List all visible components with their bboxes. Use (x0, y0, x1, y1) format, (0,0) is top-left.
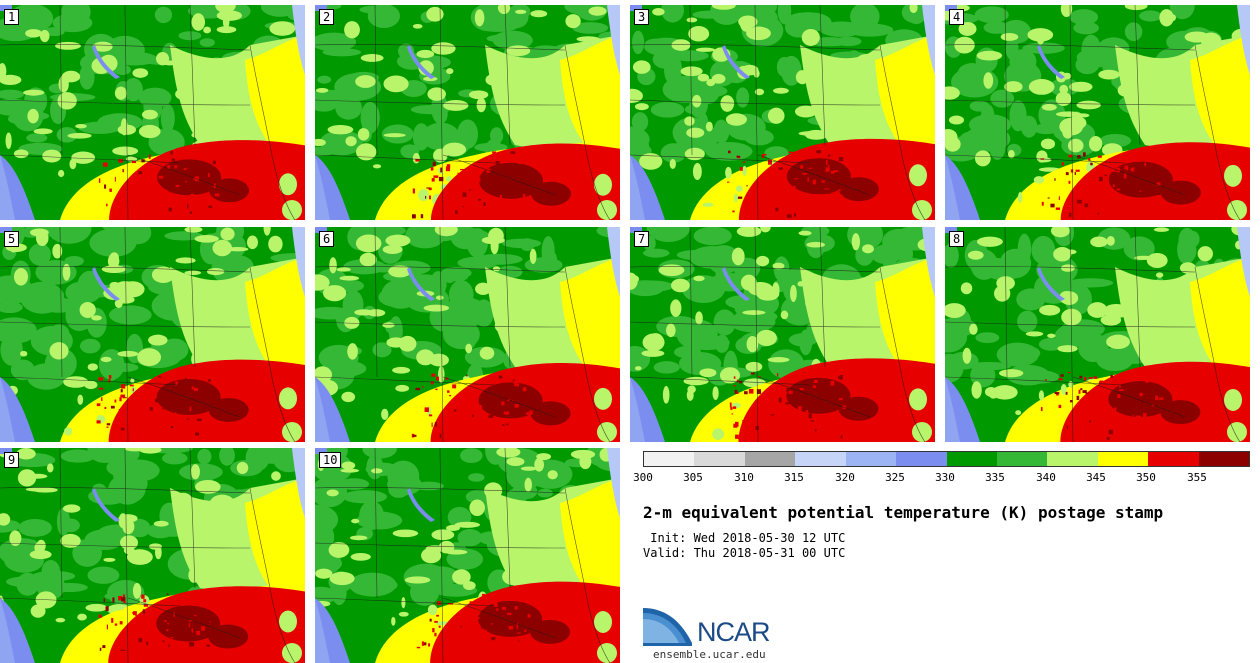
colorbar-segment (694, 452, 745, 466)
member-label: 10 (319, 452, 342, 468)
colorbar-tick: 335 (985, 471, 1005, 484)
colorbar-segment (744, 452, 796, 466)
member-label: 6 (319, 231, 335, 247)
colorbar-segment (996, 452, 1048, 466)
member-panel-7[interactable]: 7 (630, 227, 935, 442)
member-label: 5 (4, 231, 20, 247)
member-label: 7 (634, 231, 650, 247)
colorbar-segment (644, 452, 695, 466)
colorbar-segment (1148, 452, 1199, 466)
colorbar-tick: 300 (633, 471, 653, 484)
member-panel-10[interactable]: 10 (315, 448, 620, 663)
colorbar-segment (946, 452, 997, 466)
colorbar-tick: 340 (1036, 471, 1056, 484)
colorbar-segment (1047, 452, 1098, 466)
colorbar-segment (845, 452, 897, 466)
logo-url: ensemble.ucar.edu (653, 648, 766, 661)
ncar-logo-icon (643, 608, 692, 646)
colorbar-segment (795, 452, 846, 466)
member-panel-8[interactable]: 8 (945, 227, 1250, 442)
colorbar-tick: 345 (1086, 471, 1106, 484)
member-label: 1 (4, 9, 20, 25)
member-panel-2[interactable]: 2 (315, 5, 620, 220)
colorbar-tick: 350 (1136, 471, 1156, 484)
colorbar-tick: 355 (1187, 471, 1207, 484)
colorbar-tick: 310 (734, 471, 754, 484)
member-label: 4 (949, 9, 965, 25)
member-panel-1[interactable]: 1 (0, 5, 305, 220)
logo-wordmark: NCAR (697, 617, 771, 647)
member-label: 2 (319, 9, 335, 25)
member-panel-3[interactable]: 3 (630, 5, 935, 220)
colorbar-segment (1097, 452, 1149, 466)
colorbar-segment (896, 452, 947, 466)
colorbar-segment (1198, 452, 1250, 466)
member-panel-4[interactable]: 4 (945, 5, 1250, 220)
init-time: Init: Wed 2018-05-30 12 UTC (643, 531, 846, 545)
colorbar-tick: 330 (935, 471, 955, 484)
figure-title: 2-m equivalent potential temperature (K)… (643, 503, 1164, 522)
member-panel-6[interactable]: 6 (315, 227, 620, 442)
colorbar-tick: 325 (885, 471, 905, 484)
colorbar-tick: 305 (683, 471, 703, 484)
member-label: 9 (4, 452, 20, 468)
colorbar-tick: 315 (784, 471, 804, 484)
colorbar (643, 451, 1250, 467)
colorbar-tick: 320 (835, 471, 855, 484)
member-label: 8 (949, 231, 965, 247)
member-label: 3 (634, 9, 650, 25)
member-panel-5[interactable]: 5 (0, 227, 305, 442)
member-panel-9[interactable]: 9 (0, 448, 305, 663)
valid-time: Valid: Thu 2018-05-31 00 UTC (643, 546, 846, 560)
